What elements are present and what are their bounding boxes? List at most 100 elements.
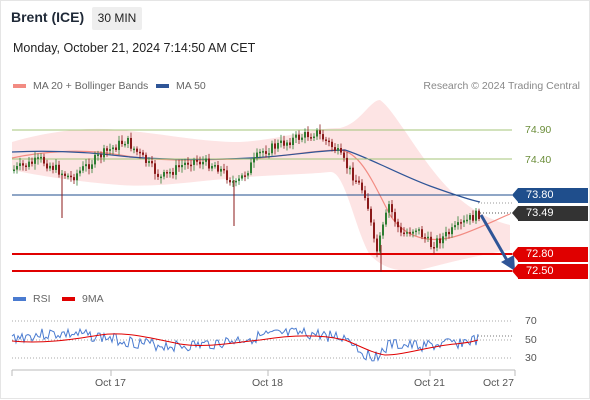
candle-body xyxy=(28,161,30,167)
candle-body xyxy=(223,168,225,171)
candle-body xyxy=(433,247,435,249)
x-label-oct18: Oct 18 xyxy=(252,377,283,389)
x-label-oct27: Oct 27 xyxy=(483,377,514,389)
candle-body xyxy=(109,149,111,151)
candle-body xyxy=(427,236,429,239)
candle-body xyxy=(316,130,318,137)
rsi-label-70: 70 xyxy=(525,315,537,327)
candle-body xyxy=(307,131,309,138)
forecast-arrow-head xyxy=(501,255,515,271)
candle-body xyxy=(280,140,282,143)
level-label-7440: 74.40 xyxy=(525,154,552,166)
candle-body xyxy=(388,204,390,213)
x-label-oct17: Oct 17 xyxy=(95,377,126,389)
candle-body xyxy=(97,154,99,156)
candle-body xyxy=(310,137,312,139)
candle-body xyxy=(220,168,222,172)
candle-body xyxy=(385,212,387,225)
candle-body xyxy=(445,231,447,237)
candle-body xyxy=(298,134,300,140)
candle-body xyxy=(469,215,471,220)
candle-body xyxy=(391,204,393,213)
candle-body xyxy=(19,163,21,167)
candle-body xyxy=(256,152,258,158)
candle-body xyxy=(259,151,261,154)
price-tag-7280: 72.80 xyxy=(512,247,588,262)
instrument-title: Brent (ICE) xyxy=(11,9,85,25)
candle-body xyxy=(34,157,36,164)
candle-body xyxy=(244,175,246,177)
interval-button[interactable]: 30 MIN xyxy=(92,7,142,30)
candle-body xyxy=(304,131,306,138)
ma20-swatch xyxy=(13,84,26,88)
bollinger-band xyxy=(12,100,510,271)
research-credit: Research © 2024 Trading Central xyxy=(423,80,580,92)
candle-body xyxy=(181,164,183,168)
candle-body xyxy=(436,238,438,248)
candle-body xyxy=(112,147,114,150)
candle-body xyxy=(415,230,417,233)
candle-body xyxy=(217,165,219,172)
candle-body xyxy=(31,161,33,164)
candle-body xyxy=(277,142,279,149)
candle-body xyxy=(250,162,252,174)
candle-body xyxy=(154,163,156,174)
candle-body xyxy=(373,222,375,239)
legend-9ma-label: 9MA xyxy=(82,293,104,305)
forecast-arrow-shaft xyxy=(479,214,510,263)
candle-body xyxy=(22,163,24,166)
candle-body xyxy=(403,232,405,235)
candle-body xyxy=(439,238,441,244)
candle-body xyxy=(172,171,174,175)
legend-rsi-label: RSI xyxy=(33,293,51,305)
candle-body xyxy=(289,142,291,146)
candle-body xyxy=(55,164,57,170)
candle-body xyxy=(235,180,237,183)
candle-body xyxy=(295,134,297,138)
candle-body xyxy=(214,165,216,167)
candle-body xyxy=(430,236,432,248)
ma50-swatch xyxy=(156,84,169,88)
candle-body xyxy=(187,162,189,165)
candle-body xyxy=(283,140,285,146)
timestamp: Monday, October 21, 2024 7:14:50 AM CET xyxy=(13,41,256,55)
candle-body xyxy=(409,232,411,234)
candle-body xyxy=(190,164,192,167)
candle-body xyxy=(37,157,39,159)
candle-body xyxy=(157,173,159,177)
candle-body xyxy=(169,171,171,174)
candle-body xyxy=(421,229,423,238)
candle-body xyxy=(478,210,480,219)
candle-body xyxy=(229,180,231,183)
candle-body xyxy=(376,238,378,252)
candle-body xyxy=(205,158,207,162)
candle-body xyxy=(82,166,84,171)
candle-body xyxy=(328,140,330,143)
legend-ma50-label: MA 50 xyxy=(176,80,206,92)
candle-body xyxy=(76,173,78,181)
candle-body xyxy=(424,237,426,239)
candle-body xyxy=(463,220,465,223)
candle-body xyxy=(241,175,243,179)
candle-body xyxy=(91,164,93,169)
candle-body xyxy=(13,169,15,172)
price-tag-7250: 72.50 xyxy=(512,264,588,279)
candle-body xyxy=(418,229,420,231)
candle-body xyxy=(184,162,186,165)
candle-body xyxy=(148,161,150,163)
candle-body xyxy=(61,173,63,176)
candle-body xyxy=(40,156,42,159)
candle-body xyxy=(127,137,129,144)
candle-body xyxy=(349,167,351,170)
candle-body xyxy=(346,157,348,169)
candle-body xyxy=(361,182,363,191)
candle-body xyxy=(454,225,456,228)
candle-body xyxy=(457,222,459,226)
candle-body xyxy=(199,161,201,165)
rsi-swatch xyxy=(13,297,26,301)
candle-body xyxy=(367,197,369,209)
candle-body xyxy=(79,170,81,174)
candle-body xyxy=(73,177,75,181)
candle-body xyxy=(370,208,372,223)
candle-body xyxy=(166,172,168,174)
